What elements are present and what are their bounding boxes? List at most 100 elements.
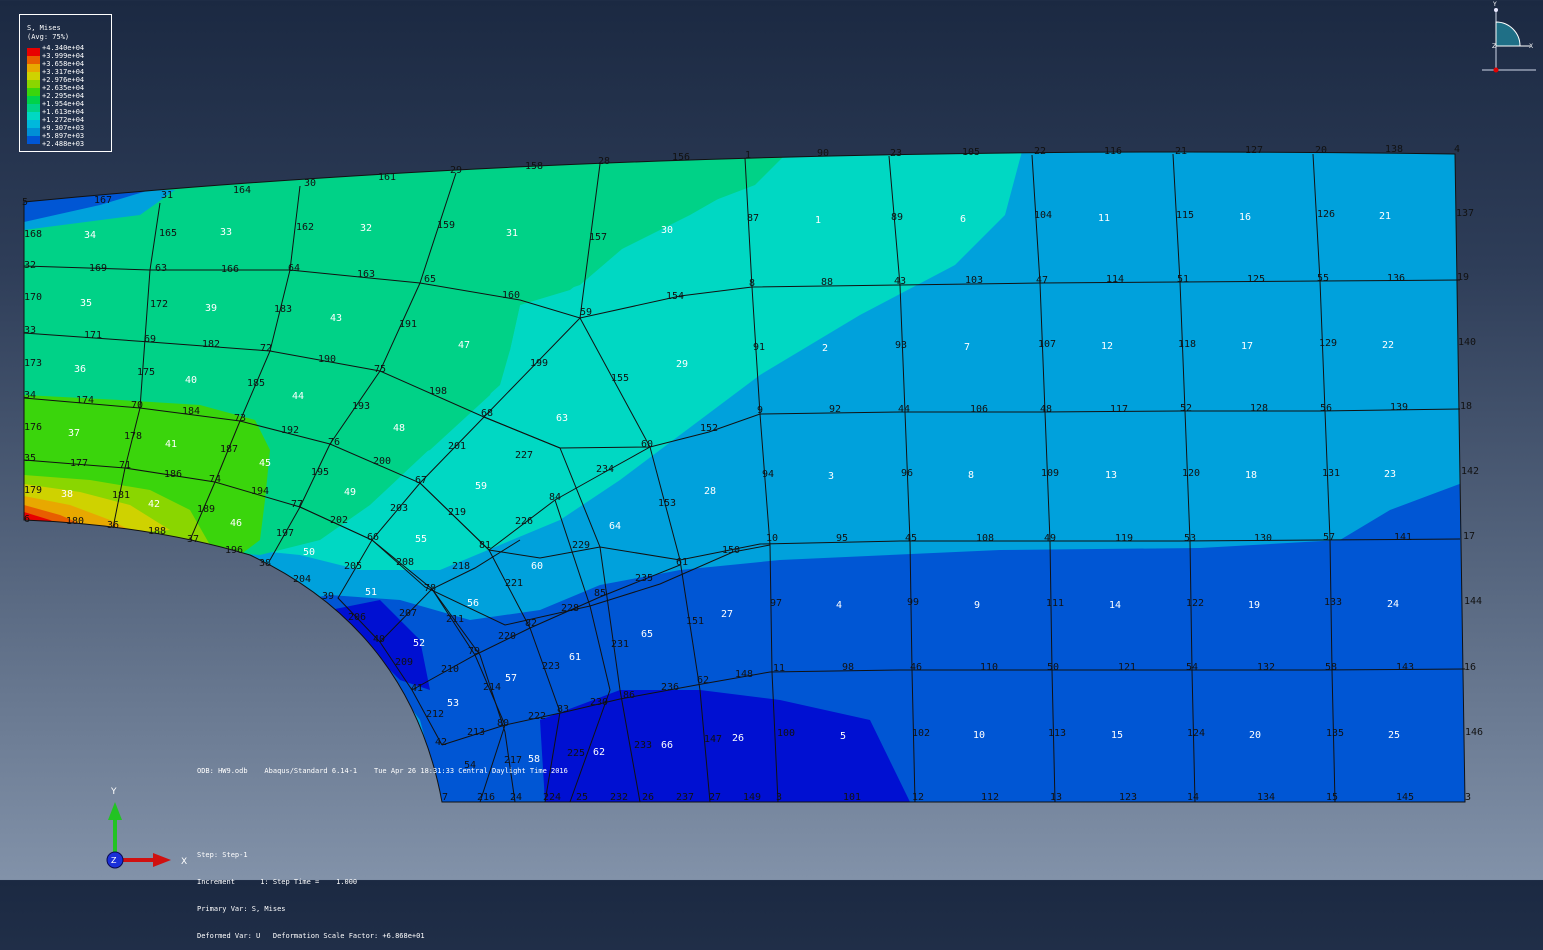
legend-subtitle: (Avg: 75%) [27, 33, 70, 41]
element-label: 55 [415, 534, 427, 545]
node-label: 19 [1457, 272, 1469, 283]
node-label: 115 [1176, 210, 1194, 221]
view-orientation-cube[interactable]: Y X Z [1476, 0, 1543, 78]
node-label: 71 [119, 460, 131, 471]
legend-value: +3.999e+04 [42, 52, 85, 60]
node-label: 42 [435, 737, 447, 748]
legend-swatch [27, 128, 40, 136]
node-label: 154 [666, 291, 684, 302]
node-label: 67 [415, 475, 427, 486]
node-label: 226 [515, 516, 533, 527]
node-label: 89 [891, 212, 903, 223]
element-label: 30 [661, 225, 673, 236]
node-label: 176 [24, 422, 42, 433]
node-label: 22 [1034, 146, 1046, 157]
node-label: 134 [1257, 792, 1275, 803]
element-label: 50 [303, 547, 315, 558]
legend-value: +1.613e+04 [42, 108, 85, 116]
element-label: 22 [1382, 340, 1394, 351]
legend-swatch [27, 56, 40, 64]
node-label: 203 [390, 503, 408, 514]
node-label: 24 [510, 792, 522, 803]
node-label: 206 [348, 612, 366, 623]
node-label: 191 [399, 319, 417, 330]
node-label: 164 [233, 185, 251, 196]
node-label: 87 [747, 213, 759, 224]
node-label: 212 [426, 709, 444, 720]
node-label: 153 [658, 498, 676, 509]
node-label: 230 [590, 697, 608, 708]
node-label: 112 [981, 792, 999, 803]
legend-swatch [27, 136, 40, 144]
node-label: 93 [895, 340, 907, 351]
element-label: 24 [1387, 599, 1399, 610]
node-label: 132 [1257, 662, 1275, 673]
node-label: 181 [112, 490, 130, 501]
node-label: 98 [842, 662, 854, 673]
node-label: 77 [291, 499, 303, 510]
node-label: 36 [107, 520, 119, 531]
node-label: 104 [1034, 210, 1052, 221]
element-label: 23 [1384, 469, 1396, 480]
node-label: 45 [905, 533, 917, 544]
legend-swatch [27, 112, 40, 120]
node-label: 47 [1036, 275, 1048, 286]
triad-x-arrow [153, 853, 171, 867]
legend-color-bar [27, 48, 40, 144]
triad-y-arrow [108, 802, 122, 820]
element-label: 11 [1098, 213, 1110, 224]
node-label: 68 [481, 408, 493, 419]
node-label: 3 [1465, 792, 1471, 803]
element-label: 35 [80, 298, 92, 309]
node-label: 110 [980, 662, 998, 673]
node-label: 83 [557, 704, 569, 715]
node-label: 123 [1119, 792, 1137, 803]
node-label: 49 [1044, 533, 1056, 544]
element-label: 32 [360, 223, 372, 234]
element-label: 38 [61, 489, 73, 500]
element-label: 36 [74, 364, 86, 375]
node-label: 81 [479, 540, 491, 551]
node-label: 21 [1175, 146, 1187, 157]
node-label: 50 [1047, 662, 1059, 673]
node-label: 91 [753, 342, 765, 353]
legend-value-list: +4.340e+04 +3.999e+04 +3.658e+04 +3.317e+04… [42, 44, 84, 148]
element-label: 31 [506, 228, 518, 239]
node-label: 11 [773, 663, 785, 674]
element-label: 6 [960, 214, 966, 225]
node-label: 31 [161, 190, 173, 201]
node-label: 159 [437, 220, 455, 231]
legend-swatch [27, 104, 40, 112]
node-label: 26 [642, 792, 654, 803]
coordinate-triad[interactable]: Z Y X [95, 780, 195, 875]
element-label: 64 [609, 521, 621, 532]
contour-legend[interactable]: S, Mises (Avg: 75%) +4.340e+04 +3.999e+04… [19, 14, 112, 152]
element-label: 43 [330, 313, 342, 324]
node-label: 15 [1326, 792, 1338, 803]
node-label: 51 [1177, 274, 1189, 285]
mesh-lines [23, 151, 1466, 803]
view-cube-top-marker [1494, 8, 1498, 12]
node-label: 114 [1106, 274, 1124, 285]
element-label: 46 [230, 518, 242, 529]
node-label: 108 [976, 533, 994, 544]
step-label: Step: Step-1 [197, 851, 248, 859]
element-label: 66 [661, 740, 673, 751]
node-label: 143 [1396, 662, 1414, 673]
element-label: 65 [641, 629, 653, 640]
node-label: 75 [374, 364, 386, 375]
element-label: 62 [593, 747, 605, 758]
element-label: 51 [365, 587, 377, 598]
node-label: 193 [352, 401, 370, 412]
node-label: 120 [1182, 468, 1200, 479]
node-label: 205 [344, 561, 362, 572]
node-label: 76 [328, 437, 340, 448]
element-label: 53 [447, 698, 459, 709]
node-label: 223 [542, 661, 560, 672]
node-label: 196 [225, 545, 243, 556]
node-label: 4 [1454, 144, 1460, 155]
node-label: 54 [1186, 662, 1198, 673]
legend-value: +3.317e+04 [42, 68, 85, 76]
